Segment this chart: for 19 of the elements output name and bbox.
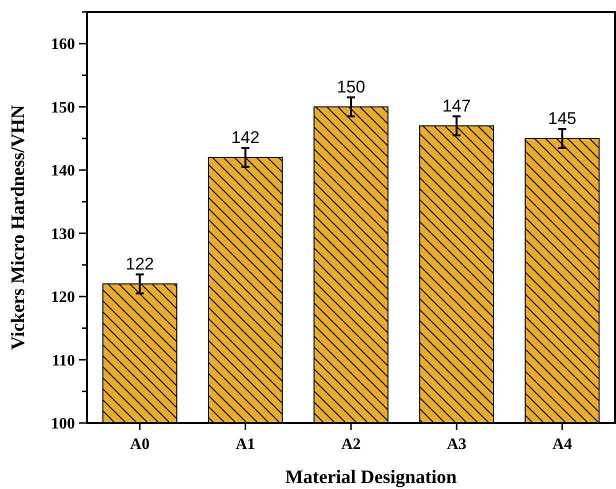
y-axis-title: Vickers Micro Hardness/VHN [8, 104, 29, 350]
x-tick-label: A3 [446, 436, 466, 453]
y-tick-label: 110 [52, 352, 75, 370]
data-label: 145 [548, 108, 576, 128]
x-axis-title: Material Designation [285, 467, 458, 488]
data-label: 147 [442, 96, 471, 116]
y-tick-label: 100 [51, 416, 75, 433]
y-tick-label: 120 [51, 289, 75, 306]
y-tick-label: 140 [51, 162, 75, 180]
x-tick-label: A0 [130, 436, 150, 453]
y-tick-label: 160 [51, 36, 75, 54]
x-tick-label: A4 [552, 436, 572, 453]
data-label: 150 [336, 77, 366, 96]
x-tick-label: A1 [236, 436, 256, 453]
y-tick-label: 150 [51, 99, 75, 116]
y-tick-label: 130 [51, 226, 75, 243]
data-label: 122 [126, 254, 154, 274]
data-label: 142 [231, 128, 260, 147]
x-tick-label: A2 [341, 436, 361, 453]
